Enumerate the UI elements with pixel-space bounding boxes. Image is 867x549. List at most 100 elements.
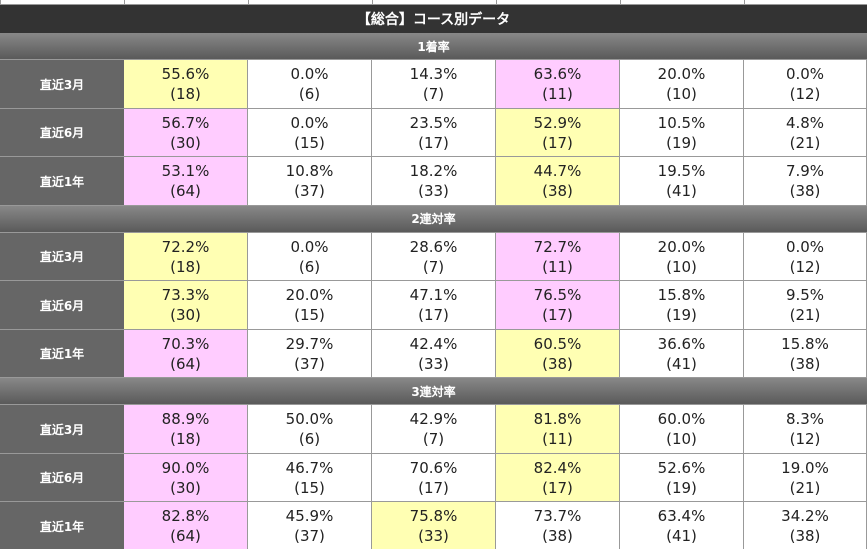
data-cell: 70.6% (17) [372,454,496,502]
data-cell: 52.6% (19) [620,454,744,502]
data-cell: 52.9% (17) [496,109,620,157]
sample-count: (12) [789,85,821,103]
rate-value: 42.4% [409,334,458,353]
data-cell: 81.8% (11) [496,405,620,454]
strip-divider [744,0,745,5]
data-cell: 10.8% (37) [248,157,372,206]
rate-value: 15.8% [657,286,706,304]
data-cell: 88.9% (18) [124,405,248,454]
rate-value: 28.6% [409,237,458,256]
sample-count: (19) [666,133,697,152]
data-cell: 75.8% (33) [372,502,496,549]
data-cell: 76.5% (17) [496,281,620,330]
data-cell: 0.0% (12) [744,233,867,281]
sample-count: (38) [542,527,573,545]
sample-count: (15) [294,306,325,324]
rate-value: 47.1% [409,286,458,304]
section-header: 3連対率 [0,378,867,405]
rate-value: 52.9% [533,113,582,132]
rate-value: 18.2% [409,162,458,180]
rate-value: 60.0% [657,410,706,428]
data-cell: 82.8% (64) [124,502,248,549]
sample-count: (41) [666,527,697,545]
strip-divider [620,0,621,5]
rate-value: 10.5% [657,113,706,132]
data-cell: 23.5% (17) [372,109,496,157]
data-cell: 36.6% (41) [620,330,744,378]
sample-count: (19) [666,478,697,497]
data-cell: 4.8% (21) [744,109,867,157]
sample-count: (41) [666,354,697,373]
rate-value: 36.6% [657,334,706,353]
rate-value: 72.7% [533,237,582,256]
data-cell: 72.2% (18) [124,233,248,281]
data-cell: 60.0% (10) [620,405,744,454]
sample-count: (18) [170,257,201,276]
rate-value: 34.2% [781,507,829,525]
data-cell: 63.4% (41) [620,502,744,549]
data-cell: 15.8% (19) [620,281,744,330]
sample-count: (17) [418,478,449,497]
rate-value: 63.4% [657,507,706,525]
rate-value: 29.7% [285,334,334,353]
section-header: 2連対率 [0,205,867,233]
rate-value: 70.6% [409,458,458,477]
sample-count: (7) [422,430,445,448]
sample-count: (37) [294,527,325,545]
data-cell: 46.7% (15) [248,454,372,502]
sample-count: (30) [170,478,201,497]
rate-value: 19.0% [781,458,829,477]
sample-count: (18) [170,85,201,103]
sample-count: (64) [170,354,201,373]
rate-value: 63.6% [533,65,582,83]
rate-value: 9.5% [785,286,825,304]
sample-count: (38) [789,182,821,200]
data-cell: 10.5% (19) [620,109,744,157]
sample-count: (12) [789,257,821,276]
rate-value: 14.3% [409,65,458,83]
sample-count: (30) [170,306,201,324]
data-cell: 20.0% (15) [248,281,372,330]
sample-count: (10) [666,430,697,448]
rate-value: 0.0% [290,237,329,256]
sample-count: (30) [170,133,201,152]
row-label: 直近3月 [0,60,124,109]
strip-divider [496,0,497,5]
rate-value: 23.5% [409,113,458,132]
rate-value: 75.8% [409,507,458,525]
data-cell: 0.0% (6) [248,60,372,109]
section-header: 1着率 [0,33,867,60]
sample-count: (11) [542,430,573,448]
sample-count: (19) [666,306,697,324]
sample-count: (33) [418,527,449,545]
rate-value: 20.0% [657,65,706,83]
row-label: 直近1年 [0,157,124,206]
rate-value: 8.3% [785,410,825,428]
table-title: 【総合】コース別データ [0,5,867,33]
rate-value: 0.0% [290,65,329,83]
rate-value: 88.9% [161,410,210,428]
strip-divider [0,0,1,5]
sample-count: (38) [789,527,821,545]
rate-value: 10.8% [285,162,334,180]
data-cell: 55.6% (18) [124,60,248,109]
data-cell: 7.9% (38) [744,157,867,206]
sample-count: (17) [542,478,573,497]
top-strip [0,0,867,5]
data-cell: 73.3% (30) [124,281,248,330]
rate-value: 73.3% [161,286,210,304]
data-cell: 90.0% (30) [124,454,248,502]
sample-count: (6) [298,430,321,448]
data-cell: 19.5% (41) [620,157,744,206]
sample-count: (38) [542,354,573,373]
sample-count: (21) [789,478,821,497]
sample-count: (21) [789,133,821,152]
rate-value: 52.6% [657,458,706,477]
rate-value: 20.0% [285,286,334,304]
rate-value: 0.0% [290,113,329,132]
data-cell: 0.0% (6) [248,233,372,281]
sample-count: (33) [418,182,449,200]
sample-count: (10) [666,257,697,276]
rate-value: 0.0% [785,237,825,256]
strip-divider [248,0,249,5]
